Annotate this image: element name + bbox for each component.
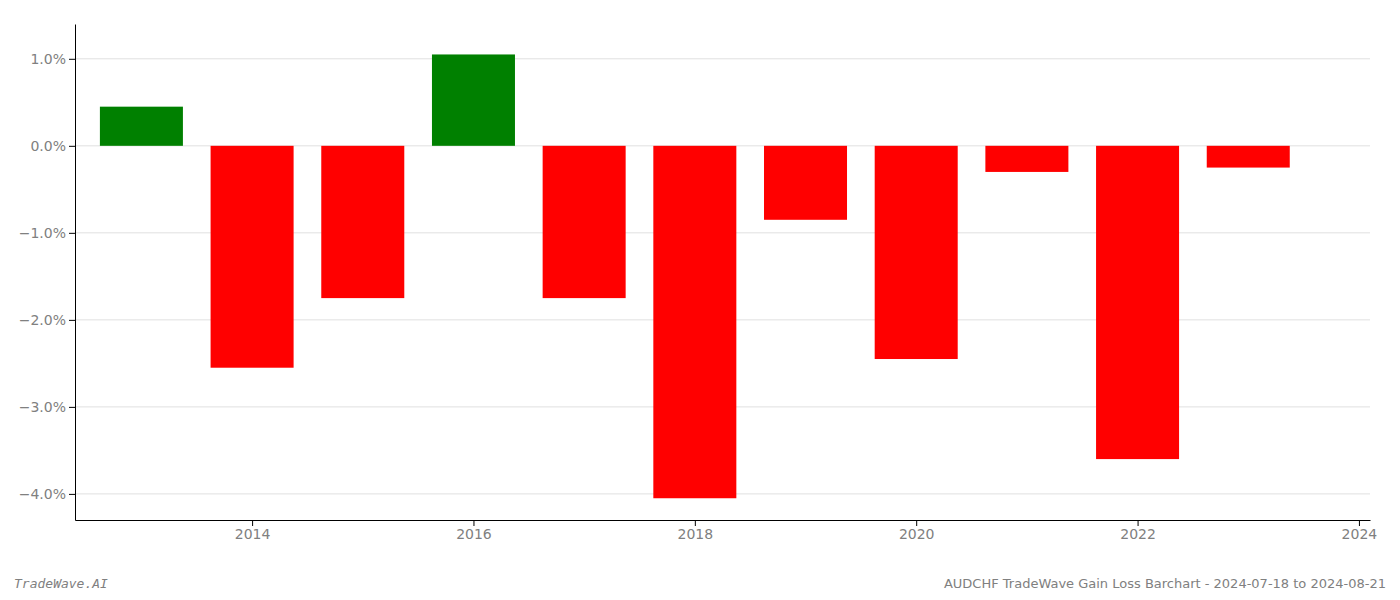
x-tick-label: 2018: [678, 526, 714, 542]
y-tick-label: 0.0%: [30, 138, 66, 154]
y-tick: −2.0%: [19, 312, 75, 328]
y-tick: −4.0%: [19, 486, 75, 502]
bar: [321, 146, 404, 298]
y-tick-label: −3.0%: [19, 399, 66, 415]
y-axis: 1.0% 0.0% −1.0% −2.0% −3.0% −4.0%: [19, 25, 76, 521]
y-tick: 1.0%: [30, 51, 75, 67]
x-tick-label: 2024: [1342, 526, 1378, 542]
y-tick-mark: [69, 407, 75, 408]
y-tick-label: −4.0%: [19, 486, 66, 502]
footer: TradeWave.AI AUDCHF TradeWave Gain Loss B…: [14, 576, 1386, 591]
bar: [653, 146, 736, 498]
x-tick: 2022: [1120, 520, 1156, 542]
y-tick: −1.0%: [19, 225, 75, 241]
x-tick: 2020: [899, 520, 935, 542]
y-tick-mark: [69, 494, 75, 495]
x-tick-label: 2016: [456, 526, 492, 542]
y-tick-label: −2.0%: [19, 312, 66, 328]
bar: [875, 146, 958, 359]
y-tick: 0.0%: [30, 138, 75, 154]
bar: [1096, 146, 1179, 459]
x-tick-label: 2014: [235, 526, 271, 542]
bar: [543, 146, 626, 298]
chart: 1.0% 0.0% −1.0% −2.0% −3.0% −4.0% 2014 2016 2018…: [0, 0, 1400, 600]
y-tick-mark: [69, 146, 75, 147]
x-tick: 2014: [235, 520, 271, 542]
x-tick-label: 2020: [899, 526, 935, 542]
bar: [211, 146, 294, 368]
y-tick-mark: [69, 320, 75, 321]
bar: [100, 107, 183, 146]
footer-left: TradeWave.AI: [14, 576, 108, 591]
x-tick: 2024: [1342, 520, 1378, 542]
bars: [100, 54, 1290, 498]
bar: [764, 146, 847, 220]
y-axis-line: [75, 25, 76, 521]
y-tick-label: −1.0%: [19, 225, 66, 241]
y-tick: −3.0%: [19, 399, 75, 415]
y-tick-mark: [69, 59, 75, 60]
bar: [1207, 146, 1290, 168]
y-tick-mark: [69, 233, 75, 234]
grid-line: [75, 58, 1370, 59]
y-tick-label: 1.0%: [30, 51, 66, 67]
bar: [432, 54, 515, 145]
bar: [985, 146, 1068, 172]
x-axis: 2014 2016 2018 2020 2022 2024: [76, 520, 1378, 542]
plot-area: 1.0% 0.0% −1.0% −2.0% −3.0% −4.0% 2014 2016 2018…: [19, 25, 1378, 542]
x-tick: 2016: [456, 520, 492, 542]
footer-right: AUDCHF TradeWave Gain Loss Barchart - 20…: [944, 576, 1386, 591]
x-tick: 2018: [678, 520, 714, 542]
x-tick-label: 2022: [1120, 526, 1156, 542]
x-axis-line: [76, 520, 1371, 521]
